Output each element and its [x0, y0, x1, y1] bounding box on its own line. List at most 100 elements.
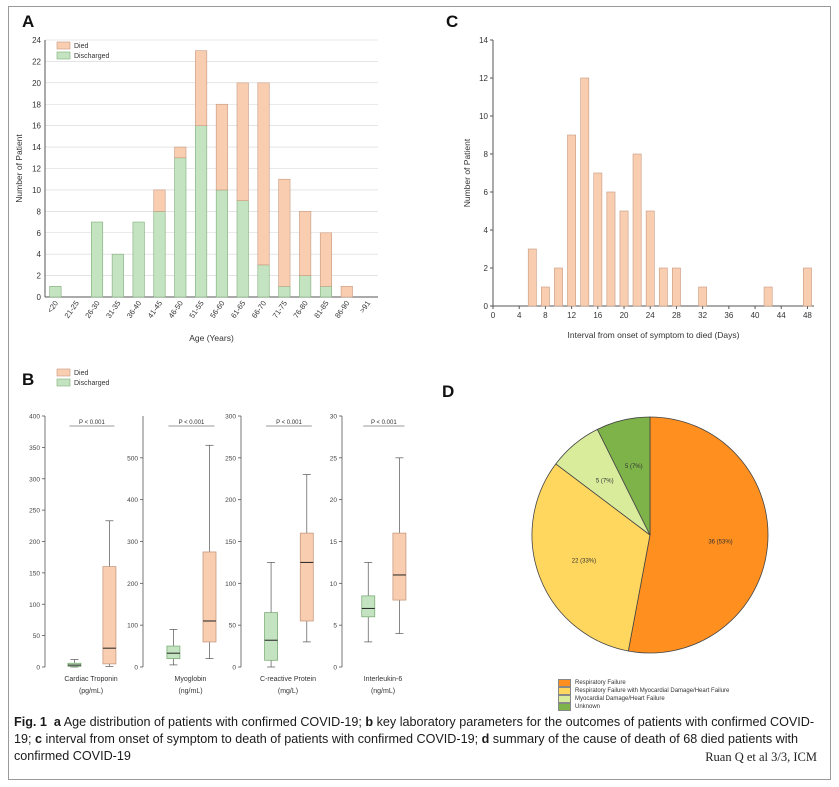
bar-died — [215, 103, 228, 191]
bar-died — [319, 232, 332, 287]
y-axis-label: Number of Patient — [14, 134, 24, 203]
bar — [567, 134, 577, 307]
x-tick-label: 86-90 — [333, 299, 351, 320]
y-tick-label: 24 — [32, 36, 41, 45]
box-died-box — [299, 532, 314, 622]
box-discharged-box — [264, 612, 278, 661]
y-tick-label: 0 — [484, 302, 489, 311]
legend-d-label: Respiratory Failure with Myocardial Dama… — [575, 688, 730, 694]
y-tick-label: 4 — [37, 250, 42, 259]
legend-swatch-died — [56, 41, 71, 50]
x-tick-label: 76-80 — [291, 299, 309, 320]
box-died-box — [392, 532, 407, 601]
x-tick-label: 20 — [620, 311, 629, 320]
legend-d-label: Respiratory Failure — [575, 680, 626, 686]
figure-caption: Fig. 1 a Age distribution of patients wi… — [14, 714, 822, 765]
y-tick-label: 8 — [484, 150, 489, 159]
bar-discharged — [236, 200, 249, 298]
p-value-label: P < 0.001 — [276, 420, 302, 426]
y-tick-label: 6 — [484, 188, 489, 197]
bar — [698, 286, 708, 307]
bar — [527, 248, 537, 307]
y-tick-label: 20 — [330, 497, 338, 504]
y-tick-label: 100 — [29, 602, 40, 609]
pie-slice-label: 5 (7%) — [596, 479, 614, 485]
y-tick-label: 4 — [484, 226, 489, 235]
group-unit: (mg/L) — [278, 688, 298, 695]
legend-d-item: Myocardial Damage/Heart Failure — [558, 695, 729, 703]
panel-label-b: B — [22, 370, 35, 389]
x-tick-label: 66-70 — [250, 299, 268, 320]
bar-discharged — [319, 285, 332, 298]
bar-died — [174, 146, 187, 159]
legend-label-discharged: Discharged — [74, 53, 110, 60]
y-tick-label: 200 — [225, 497, 236, 504]
legend-d-label: Myocardial Damage/Heart Failure — [575, 696, 665, 702]
x-tick-label: 31-35 — [104, 299, 122, 320]
y-tick-label: 400 — [127, 497, 138, 504]
y-tick-label: 12 — [32, 165, 41, 174]
y-tick-label: 10 — [32, 186, 41, 195]
bar-discharged — [299, 275, 312, 298]
pie-slice — [531, 463, 651, 652]
legend-swatch-died — [56, 368, 71, 377]
y-tick-label: 15 — [330, 539, 338, 546]
y-tick-label: 200 — [29, 539, 40, 546]
legend-d: Respiratory Failure Respiratory Failure … — [558, 679, 729, 711]
legend-d-item: Respiratory Failure — [558, 679, 729, 687]
y-tick-label: 12 — [479, 74, 488, 83]
y-tick-label: 0 — [37, 293, 42, 302]
x-tick-label: <20 — [45, 299, 60, 315]
x-tick-label: 56-60 — [208, 299, 226, 320]
bar-discharged — [111, 253, 124, 298]
y-tick-label: 0 — [232, 665, 236, 672]
x-tick-label: 26-30 — [83, 299, 101, 320]
bar — [658, 267, 668, 307]
chart-d-cause-of-death: 36 (53%) 22 (33%) 5 (7%) 5 (7%) — [531, 416, 769, 654]
bar — [645, 210, 655, 307]
x-tick-label: 61-65 — [229, 299, 247, 320]
legend-label-discharged: Discharged — [74, 380, 110, 387]
caption-b-text: key laboratory parameters for the outcom… — [14, 715, 815, 746]
y-tick-label: 50 — [33, 633, 41, 640]
bar-discharged — [195, 125, 208, 298]
y-tick-label: 18 — [32, 100, 41, 109]
panel-label-c: C — [446, 12, 459, 31]
y-tick-label: 6 — [37, 229, 42, 238]
y-axis-label: Number of Patient — [462, 138, 472, 207]
x-tick-label: 32 — [698, 311, 707, 320]
bar-discharged — [91, 221, 104, 298]
bar — [541, 286, 550, 307]
pie-slice-label: 5 (7%) — [625, 464, 643, 470]
y-tick-label: 10 — [330, 581, 338, 588]
y-tick-label: 0 — [36, 665, 40, 672]
bar-died — [257, 82, 270, 266]
y-tick-label: 250 — [29, 508, 40, 515]
x-tick-label: 24 — [646, 311, 655, 320]
y-tick-label: 350 — [29, 445, 40, 452]
box-discharged-box — [166, 645, 181, 660]
y-tick-label: 300 — [225, 414, 236, 421]
bar-discharged — [153, 211, 166, 298]
box-discharged-box — [361, 595, 376, 618]
y-tick-label: 14 — [32, 143, 41, 152]
bar-discharged — [174, 157, 187, 298]
y-tick-label: 200 — [127, 581, 138, 588]
x-tick-label: 36-40 — [125, 299, 143, 320]
p-value-label: P < 0.001 — [371, 420, 397, 426]
bar-died — [195, 50, 208, 126]
group-label: Interleukin-6 — [364, 676, 403, 683]
legend-d-item: Unknown — [558, 703, 729, 711]
y-tick-label: 2 — [484, 264, 489, 273]
group-unit: (pg/mL) — [79, 688, 103, 695]
bar — [632, 153, 642, 307]
y-tick-label: 150 — [225, 539, 236, 546]
panel-label-d: D — [442, 382, 455, 401]
y-tick-label: 100 — [225, 581, 236, 588]
x-tick-label: >91 — [358, 299, 373, 315]
bar-died — [340, 285, 353, 298]
figure-frame — [8, 6, 831, 780]
bar — [763, 286, 773, 307]
y-tick-label: 16 — [32, 122, 41, 131]
